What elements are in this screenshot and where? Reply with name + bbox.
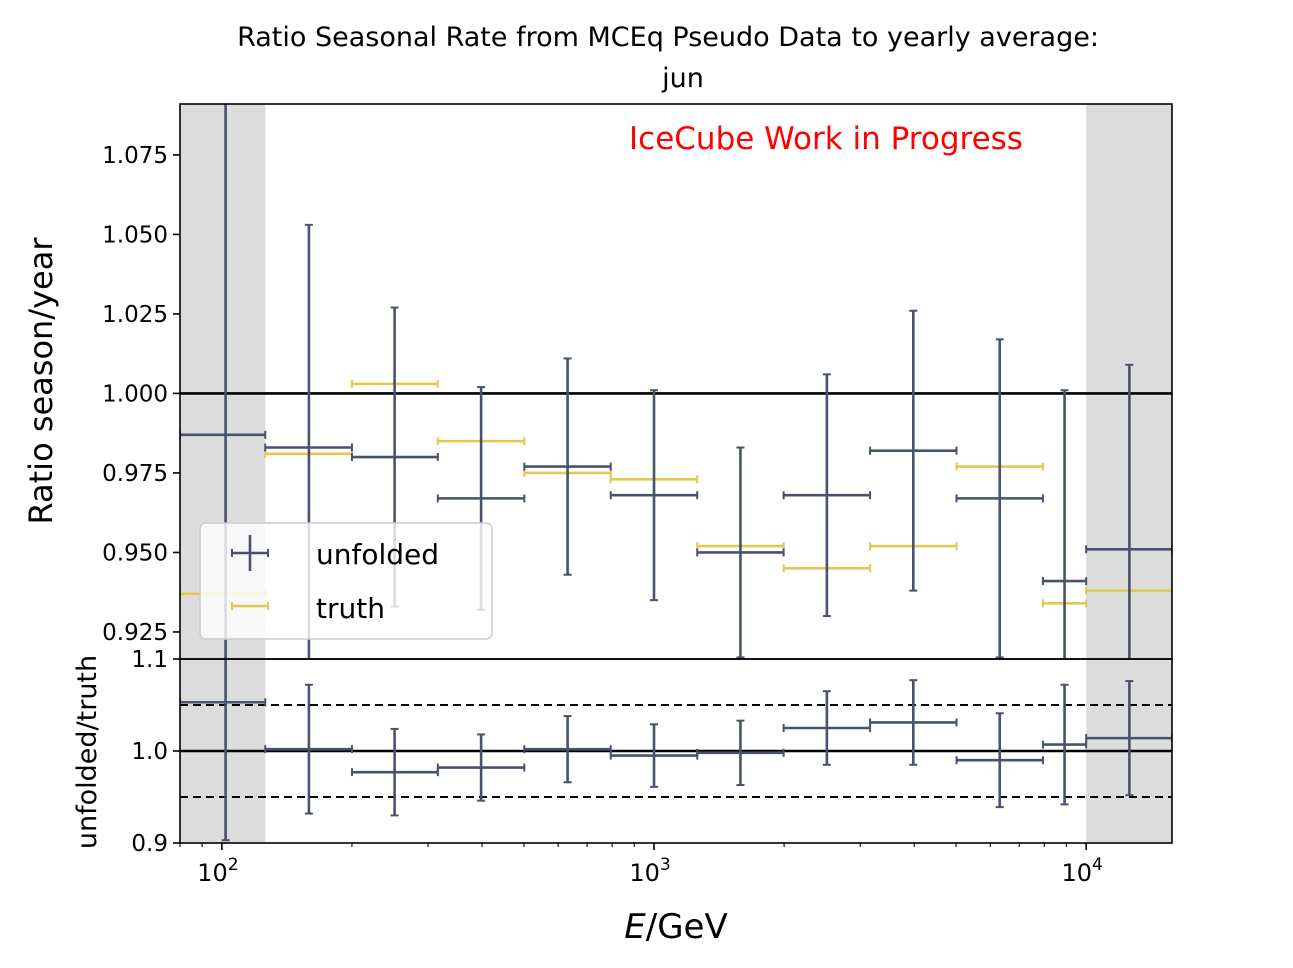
- xtick-label-0: 102: [197, 855, 238, 887]
- excluded-energy-regions: [180, 104, 1172, 843]
- reference-lines: [180, 392, 1172, 798]
- bottom-y-axis-label: unfolded/truth: [72, 655, 103, 849]
- chart-title-line1: Ratio Seasonal Rate from MCEq Pseudo Dat…: [237, 22, 1099, 53]
- xtick-label-2: 104: [1061, 855, 1102, 887]
- legend-truth-marker: [231, 602, 269, 610]
- top-ytick-label-3: 1.000: [102, 381, 168, 407]
- top-ytick-label-6: 1.075: [102, 143, 168, 169]
- xtick-label-1: 103: [629, 855, 670, 887]
- legend-unfolded-label: unfolded: [316, 538, 439, 571]
- legend: unfolded truth: [199, 522, 493, 640]
- chart-title-line2: jun: [661, 63, 704, 94]
- top-ytick-label-2: 0.975: [102, 461, 168, 487]
- bottom-ytick-label-0: 0.9: [131, 831, 168, 857]
- shaded-region-0: [180, 104, 266, 843]
- legend-box: [199, 522, 493, 640]
- top-ytick-label-0: 0.925: [102, 620, 168, 646]
- bottom-ytick-label-2: 1.1: [131, 647, 168, 673]
- top-ytick-label-5: 1.050: [102, 222, 168, 248]
- x-axis-label: E/GeV: [624, 907, 727, 947]
- top-y-axis-label: Ratio season/year: [22, 237, 60, 525]
- watermark-label: IceCube Work in Progress: [629, 121, 1023, 157]
- data-marks: [180, 104, 1172, 842]
- legend-unfolded-marker: [231, 535, 269, 571]
- axes: 0.925 0.950 0.975 1.000 1.025 1.050 1.075 0.9 1.…: [102, 103, 1173, 887]
- top-panel-marks: [180, 104, 1172, 659]
- top-ytick-label-1: 0.950: [102, 540, 168, 566]
- bottom-panel-marks: [180, 659, 1172, 842]
- top-ytick-label-4: 1.025: [102, 302, 168, 328]
- bottom-ytick-label-1: 1.0: [131, 739, 168, 765]
- legend-truth-label: truth: [316, 592, 385, 625]
